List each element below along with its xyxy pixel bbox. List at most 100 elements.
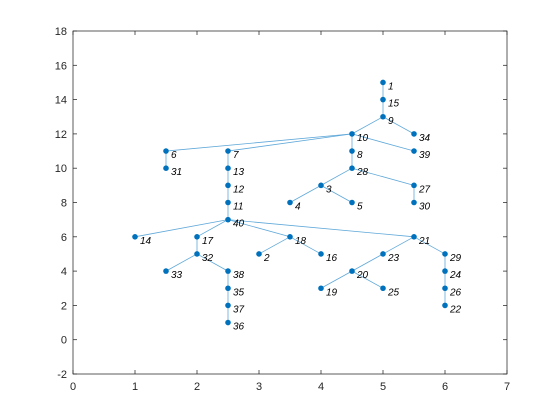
edge-40-14 <box>134 219 229 238</box>
y-tick-label: 2 <box>61 300 67 312</box>
node-label-12: 12 <box>233 184 245 195</box>
graph-node-20 <box>349 268 355 274</box>
node-label-22: 22 <box>449 304 462 315</box>
node-label-34: 34 <box>419 133 431 144</box>
node-label-15: 15 <box>388 99 400 110</box>
graph-node-22 <box>442 302 448 309</box>
node-label-29: 29 <box>449 253 462 264</box>
node-label-26: 26 <box>449 287 462 298</box>
graph-node-21 <box>411 234 417 240</box>
y-tick-label: 10 <box>55 163 67 175</box>
x-tick-label: 1 <box>132 381 138 393</box>
graph-node-7 <box>225 148 231 154</box>
node-label-2: 2 <box>263 253 270 264</box>
node-label-10: 10 <box>357 133 369 144</box>
node-label-28: 28 <box>356 167 369 178</box>
graph-node-32 <box>194 251 200 257</box>
node-label-30: 30 <box>419 202 431 213</box>
y-tick-label: 0 <box>61 335 67 347</box>
node-label-21: 21 <box>418 236 430 247</box>
graph-node-31 <box>163 165 169 171</box>
graph-node-12 <box>225 182 231 189</box>
graph-node-36 <box>225 319 231 326</box>
graph-node-29 <box>442 251 448 257</box>
x-tick-label: 3 <box>256 381 262 393</box>
edge-20-19 <box>320 270 353 289</box>
graph-node-11 <box>225 199 231 206</box>
node-label-4: 4 <box>295 202 301 213</box>
graph-node-18 <box>287 234 293 240</box>
node-label-37: 37 <box>233 304 245 315</box>
node-label-31: 31 <box>171 167 182 178</box>
edge-3-5 <box>320 184 353 203</box>
graph-node-16 <box>318 251 324 257</box>
edges-layer <box>134 82 446 323</box>
x-tick-label: 0 <box>70 381 76 393</box>
graph-node-6 <box>163 148 169 154</box>
edge-21-23 <box>382 236 415 255</box>
graph-node-8 <box>349 148 355 154</box>
y-tick-label: 8 <box>61 198 67 210</box>
edge-40-18 <box>227 219 291 238</box>
node-label-19: 19 <box>326 287 338 298</box>
graph-node-38 <box>225 268 231 274</box>
graph-node-10 <box>349 131 355 137</box>
node-label-1: 1 <box>388 81 394 92</box>
graph-node-35 <box>225 285 231 292</box>
graph-node-2 <box>256 251 262 257</box>
edge-28-3 <box>320 167 353 186</box>
graph-node-37 <box>225 302 231 309</box>
node-label-27: 27 <box>418 184 431 195</box>
node-label-20: 20 <box>356 270 369 281</box>
graph-node-33 <box>163 268 169 274</box>
node-label-11: 11 <box>233 202 243 213</box>
graph-node-15 <box>380 96 386 103</box>
x-tick-label: 7 <box>504 381 510 393</box>
y-tick-label: 12 <box>55 129 67 141</box>
node-label-32: 32 <box>202 253 214 264</box>
y-tick-label: 4 <box>61 266 67 278</box>
graph-node-1 <box>380 79 386 86</box>
y-tick-label: 6 <box>61 232 67 244</box>
graph-node-9 <box>380 113 386 120</box>
x-tick-label: 4 <box>318 381 324 393</box>
edge-10-7 <box>227 133 353 152</box>
node-label-40: 40 <box>233 219 245 230</box>
graph-node-27 <box>411 182 417 189</box>
node-label-24: 24 <box>449 270 462 281</box>
graph-node-39 <box>411 148 417 154</box>
edge-9-10 <box>351 116 384 135</box>
node-label-6: 6 <box>171 150 177 161</box>
edge-18-16 <box>289 236 322 255</box>
graph-node-24 <box>442 268 448 274</box>
node-label-16: 16 <box>326 253 338 264</box>
graph-node-5 <box>349 199 355 206</box>
x-tick-label: 5 <box>380 381 386 393</box>
edge-32-33 <box>165 253 198 272</box>
edge-40-21 <box>227 219 415 238</box>
x-tick-label: 2 <box>194 381 200 393</box>
graph-node-30 <box>411 199 417 206</box>
node-label-8: 8 <box>357 150 363 161</box>
node-label-18: 18 <box>295 236 307 247</box>
node-label-23: 23 <box>387 253 400 264</box>
nodes-layer <box>132 79 448 326</box>
graph-node-40 <box>225 216 231 223</box>
node-label-25: 25 <box>387 287 400 298</box>
edge-23-20 <box>351 253 384 272</box>
edge-10-39 <box>351 133 415 152</box>
node-label-3: 3 <box>326 184 332 195</box>
y-tick-label: 18 <box>55 26 67 38</box>
edge-21-29 <box>413 236 446 255</box>
graph-node-14 <box>132 234 138 240</box>
node-label-39: 39 <box>419 150 431 161</box>
node-label-5: 5 <box>357 202 363 213</box>
node-label-36: 36 <box>233 322 245 333</box>
node-label-14: 14 <box>140 236 152 247</box>
node-label-17: 17 <box>202 236 214 247</box>
x-tick-label: 6 <box>442 381 448 393</box>
graph-node-34 <box>411 131 417 137</box>
graph-node-26 <box>442 285 448 292</box>
